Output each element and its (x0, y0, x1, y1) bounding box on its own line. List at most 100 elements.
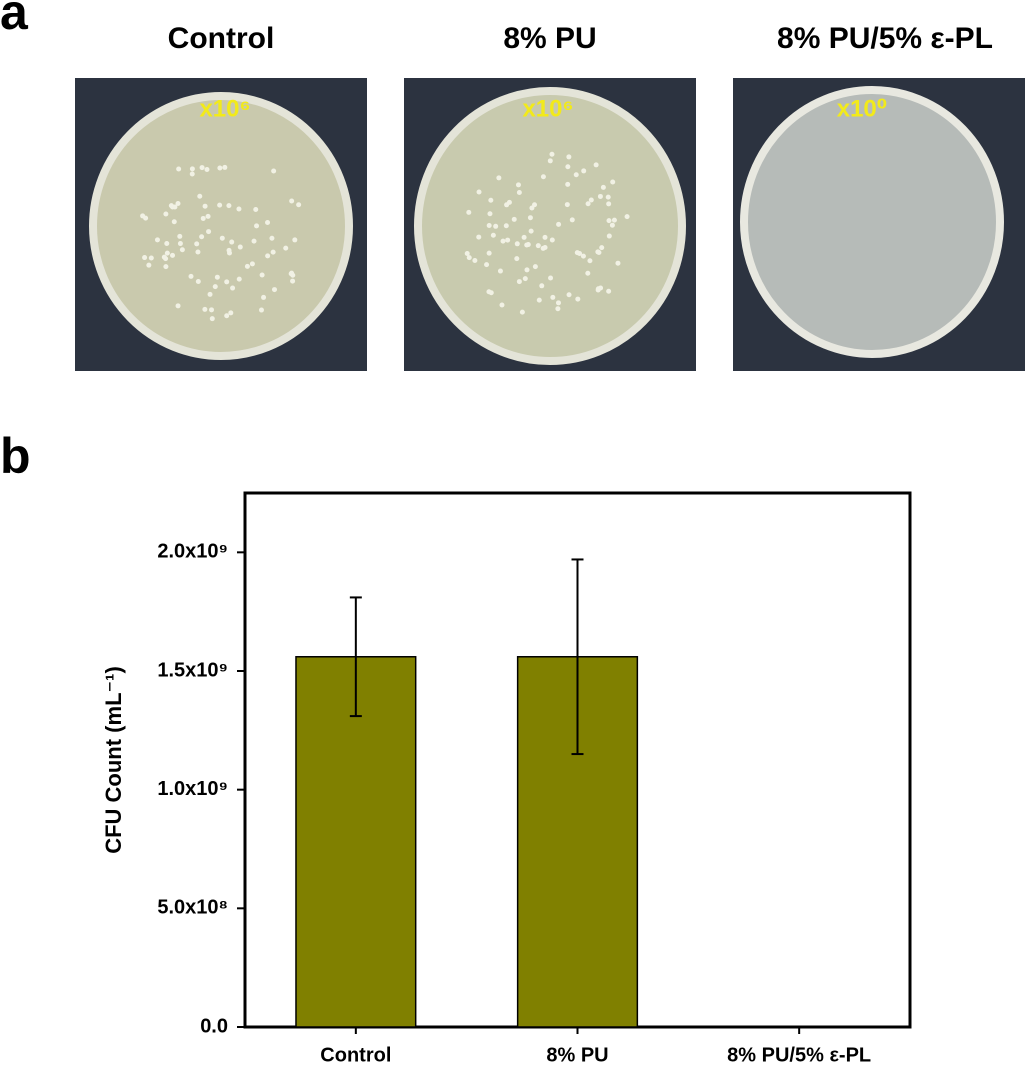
colony (270, 249, 276, 255)
colony (547, 158, 553, 164)
colony (514, 241, 520, 247)
colony (224, 279, 230, 285)
colony (219, 235, 225, 241)
colony (283, 245, 289, 251)
colony (261, 294, 267, 300)
colony (524, 242, 530, 248)
colony (532, 264, 538, 270)
colony (205, 213, 211, 219)
colony (195, 278, 201, 284)
colony (148, 255, 154, 261)
colony (249, 261, 255, 267)
colony (575, 296, 581, 302)
colony (228, 310, 234, 316)
photos (75, 78, 1025, 371)
colony (154, 237, 160, 243)
colony (548, 275, 554, 281)
colony (258, 307, 264, 313)
colony (484, 262, 490, 268)
colony (290, 278, 296, 284)
colony (615, 260, 621, 266)
colony (237, 244, 243, 250)
colony (580, 253, 586, 259)
colony (254, 223, 260, 229)
colony (199, 234, 205, 240)
colony (476, 189, 482, 195)
colony (503, 223, 509, 229)
colony (209, 316, 215, 322)
colony (251, 238, 257, 244)
colony (566, 292, 572, 298)
colony (566, 154, 572, 160)
colony (515, 182, 521, 188)
colony (177, 241, 183, 247)
colony (229, 239, 235, 245)
colony (226, 247, 232, 253)
colony (189, 166, 195, 172)
colony (549, 237, 555, 243)
colony (177, 233, 183, 239)
colony (195, 249, 201, 255)
colony (171, 219, 177, 225)
colony (585, 270, 591, 276)
dilution-label: x10⁶ (522, 95, 573, 122)
colony (224, 313, 230, 319)
colony (207, 291, 213, 297)
colony (499, 302, 505, 308)
colony (556, 221, 562, 227)
colony (496, 175, 502, 181)
colony (549, 151, 555, 157)
colony (466, 255, 472, 261)
photo-title: 8% PU (503, 22, 596, 55)
colony (524, 267, 530, 273)
colony (217, 165, 223, 171)
y-tick-label: 1.0x10⁹ (157, 778, 228, 800)
colony (542, 234, 548, 240)
colony (163, 264, 169, 270)
colony (550, 294, 556, 300)
colony (179, 247, 185, 253)
colony (226, 203, 232, 209)
colony (516, 190, 522, 196)
colony (472, 257, 478, 263)
colony (519, 309, 525, 315)
colony (527, 215, 533, 221)
colony (271, 168, 277, 174)
colony (487, 211, 493, 217)
colony (176, 166, 182, 172)
colony (466, 209, 472, 215)
colony (535, 243, 541, 249)
colony (611, 217, 617, 223)
colony (569, 217, 575, 223)
colony (164, 250, 170, 256)
colony (606, 233, 612, 239)
colony (532, 202, 538, 208)
colony (610, 179, 616, 185)
colony (597, 193, 603, 199)
dilution-label: x10⁶ (199, 95, 250, 122)
colony (511, 216, 517, 222)
photo-title: Control (168, 22, 275, 55)
colony (269, 235, 275, 241)
colony (599, 245, 605, 251)
colony (170, 252, 176, 258)
colony (197, 193, 203, 199)
colony (565, 164, 571, 170)
colony (204, 167, 210, 173)
colony (164, 241, 170, 247)
colony (593, 162, 599, 168)
x-tick-label: 8% PU/5% ε-PL (727, 1044, 871, 1066)
colony (585, 201, 591, 207)
colony (200, 215, 206, 221)
colony (606, 288, 612, 294)
colony (587, 258, 593, 264)
colony (214, 274, 220, 280)
colony (209, 307, 215, 313)
colony (493, 223, 499, 229)
colony (168, 203, 174, 209)
bar (295, 656, 417, 1028)
colony (244, 263, 250, 269)
colony (206, 229, 212, 235)
colony (540, 174, 546, 180)
